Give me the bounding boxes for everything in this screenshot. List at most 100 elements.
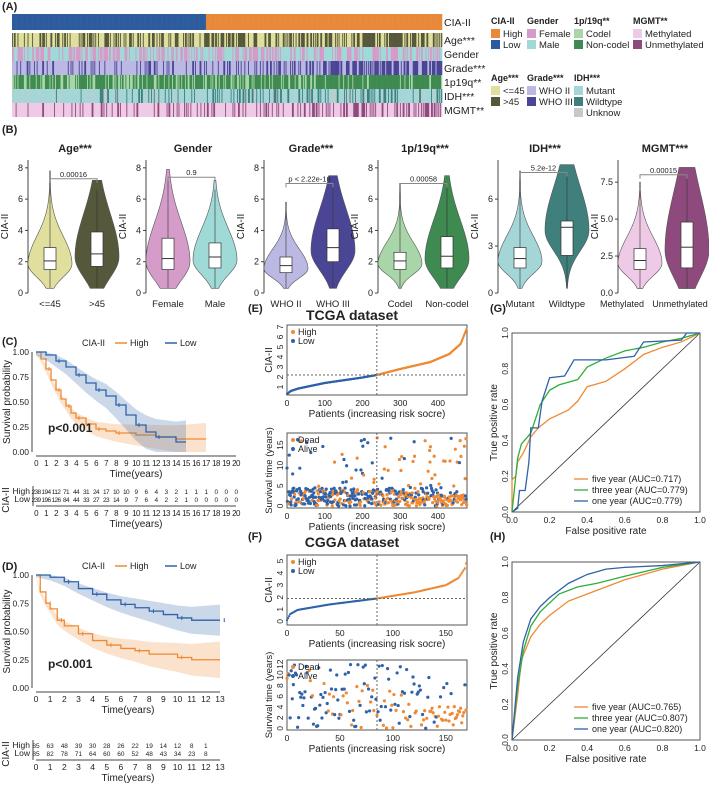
heatmap-cell (388, 33, 391, 47)
heatmap-cell (365, 103, 367, 117)
heatmap-cell (312, 14, 314, 30)
heatmap-cell (151, 75, 154, 89)
heatmap-cell (329, 61, 331, 75)
heatmap-cell (356, 89, 358, 103)
risk-count: 1 (194, 489, 198, 496)
y-tick-label: 0.2 (500, 470, 510, 482)
risk-count: 71 (75, 751, 83, 758)
heatmap-cell (96, 75, 98, 89)
heatmap-cell (14, 33, 16, 47)
heatmap-cell (399, 75, 401, 89)
heatmap-cell (268, 47, 270, 61)
heatmap-cell (425, 14, 427, 30)
x-tick-label: 0.6 (619, 515, 631, 525)
heatmap-cell (184, 103, 186, 117)
alive-point (439, 486, 443, 490)
heatmap-cell (417, 33, 419, 47)
heatmap-cell (238, 47, 241, 61)
heatmap-cell (89, 47, 91, 61)
heatmap-cell (97, 47, 99, 61)
heatmap-cell (409, 14, 411, 30)
heatmap-cell (235, 47, 237, 61)
y-axis-label: CIA-II (590, 214, 601, 240)
heatmap-cell (128, 14, 130, 30)
heatmap-cell (31, 14, 33, 30)
heatmap-cell (399, 33, 401, 47)
heatmap-cell (409, 103, 411, 117)
heatmap-cell (166, 61, 168, 75)
heatmap-cell (27, 103, 29, 117)
heatmap-cell (22, 33, 25, 47)
heatmap-cell (432, 103, 435, 117)
heatmap-cell (16, 14, 18, 30)
heatmap-cell (390, 103, 392, 117)
heatmap-cell (275, 61, 277, 75)
heatmap-cell (347, 14, 349, 30)
risk-count: 33 (83, 497, 90, 504)
heatmap-cell (115, 103, 117, 117)
heatmap-cell (397, 33, 399, 47)
heatmap-cell (341, 47, 343, 61)
y-tick-label: 15 (275, 440, 285, 450)
heatmap-cell (439, 47, 441, 61)
heatmap-cell (286, 14, 288, 30)
heatmap-cell (168, 89, 170, 103)
heatmap-cell (44, 14, 47, 30)
heatmap-cell (235, 61, 237, 75)
heatmap-cell (366, 89, 369, 103)
heatmap-cell (381, 47, 383, 61)
alive-point (289, 669, 293, 673)
heatmap-cell (252, 89, 254, 103)
heatmap-cell (440, 14, 442, 30)
dead-point (398, 499, 402, 503)
heatmap-cell (114, 89, 116, 103)
heatmap-cell (207, 75, 210, 89)
dead-point (430, 476, 434, 481)
heatmap-cell (272, 89, 274, 103)
heatmap-cell (137, 14, 139, 30)
heatmap-cell (237, 47, 239, 61)
box (680, 221, 694, 269)
heatmap-cell (427, 103, 429, 117)
heatmap-cell (63, 14, 65, 30)
heatmap-cell (376, 33, 378, 47)
heatmap-cell (76, 103, 78, 117)
heatmap-cell (147, 14, 149, 30)
heatmap-cell (381, 75, 383, 89)
heatmap-cell (214, 14, 216, 30)
heatmap-cell (151, 33, 154, 47)
heatmap-cell (99, 47, 102, 61)
heatmap-cell (130, 33, 133, 47)
heatmap-cell (380, 14, 382, 30)
heatmap-cell (385, 47, 387, 61)
heatmap-cell (353, 33, 355, 47)
heatmap-cell (225, 103, 227, 117)
heatmap-cell (229, 47, 231, 61)
survival-curve-low (36, 351, 186, 443)
heatmap-cell (441, 61, 443, 75)
dead-point (341, 694, 345, 698)
dead-point (455, 500, 460, 504)
heatmap-cell (199, 47, 201, 61)
heatmap-cell (339, 61, 341, 75)
plot-frame (511, 332, 701, 513)
heatmap-cell (127, 61, 129, 75)
heatmap-cell (16, 33, 18, 47)
heatmap-cell (366, 33, 368, 47)
heatmap-cell (163, 47, 166, 61)
heatmap-cell (53, 103, 55, 117)
heatmap-cell (98, 103, 101, 117)
heatmap-cell (66, 33, 69, 47)
heatmap-cell (13, 89, 16, 103)
heatmap-cell (41, 14, 43, 30)
heatmap-cell (240, 33, 242, 47)
heatmap-cell (405, 75, 407, 89)
heatmap-cell (230, 47, 232, 61)
heatmap-cell (183, 47, 185, 61)
heatmap-cell (307, 47, 309, 61)
heatmap-cell (315, 14, 317, 30)
heatmap-cell (290, 75, 292, 89)
heatmap-cell (130, 14, 133, 30)
heatmap-cell (168, 75, 170, 89)
heatmap-cell (220, 103, 222, 117)
